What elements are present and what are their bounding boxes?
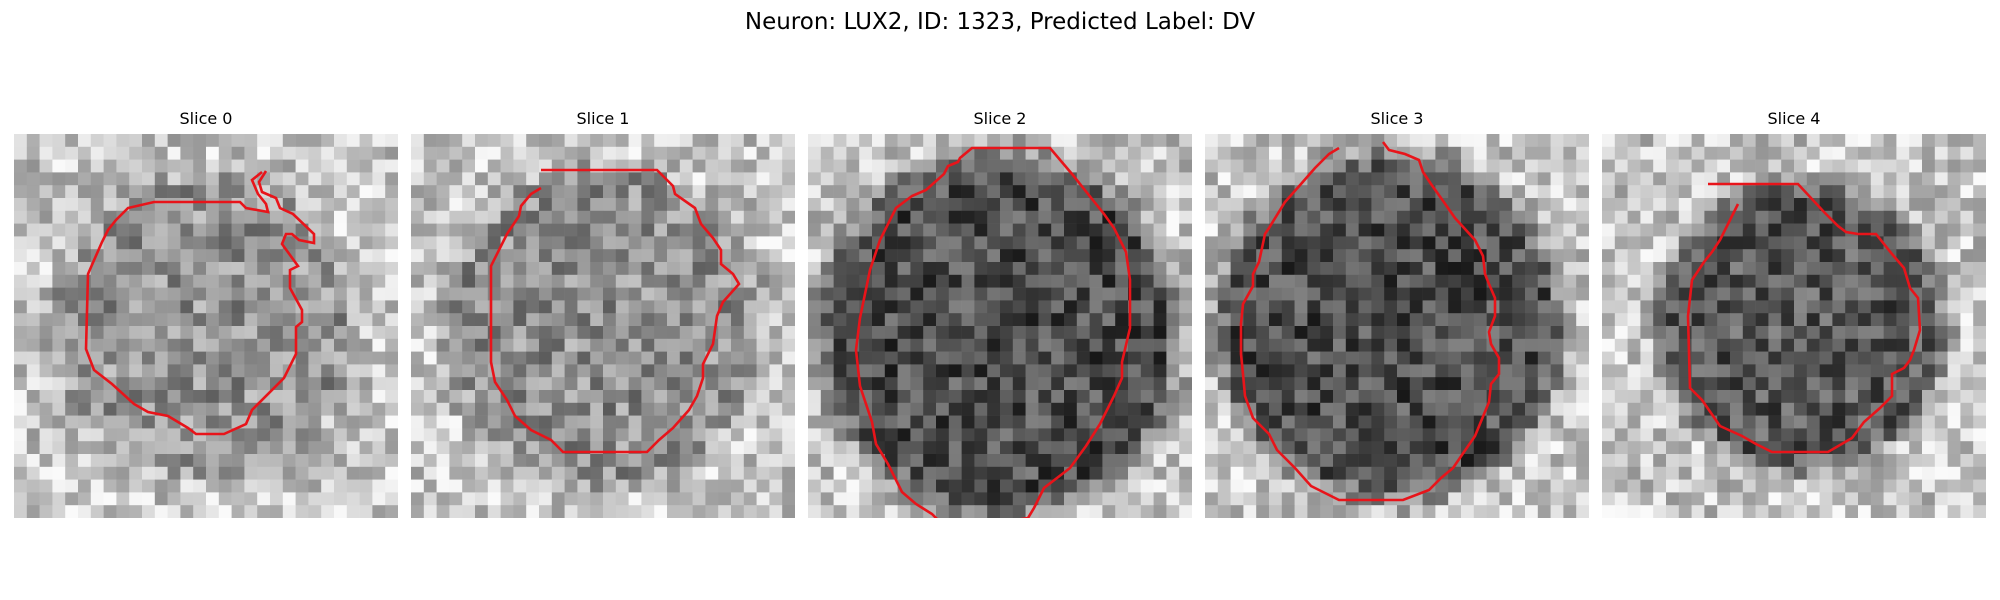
slice-image-3 bbox=[1205, 134, 1589, 518]
slice-image-2 bbox=[808, 134, 1192, 518]
slice-image-1 bbox=[411, 134, 795, 518]
slice-panel-1: Slice 1 bbox=[411, 108, 795, 520]
contour-outline bbox=[1686, 182, 1922, 454]
slice-image-0 bbox=[14, 134, 398, 518]
contour-outline bbox=[854, 146, 1132, 518]
slice-panel-2: Slice 2 bbox=[808, 108, 1192, 520]
contour-outline bbox=[1239, 141, 1501, 502]
slice-panel-4: Slice 4 bbox=[1602, 108, 1986, 520]
figure-title: Neuron: LUX2, ID: 1323, Predicted Label:… bbox=[744, 9, 1256, 35]
slice-title: Slice 3 bbox=[1370, 109, 1424, 128]
slice-panel-3: Slice 3 bbox=[1205, 108, 1589, 520]
slice-panels: Slice 0 Slice 1 Slice 2 Slice 3 Slice 4 bbox=[14, 108, 1986, 520]
contour-outline bbox=[84, 170, 316, 436]
slice-title: Slice 2 bbox=[973, 109, 1027, 128]
slice-image-4 bbox=[1602, 134, 1986, 518]
slice-title: Slice 0 bbox=[179, 109, 233, 128]
slice-title: Slice 4 bbox=[1767, 109, 1821, 128]
contour-outline bbox=[489, 168, 741, 454]
slice-title: Slice 1 bbox=[576, 109, 630, 128]
slice-panel-0: Slice 0 bbox=[14, 108, 398, 520]
